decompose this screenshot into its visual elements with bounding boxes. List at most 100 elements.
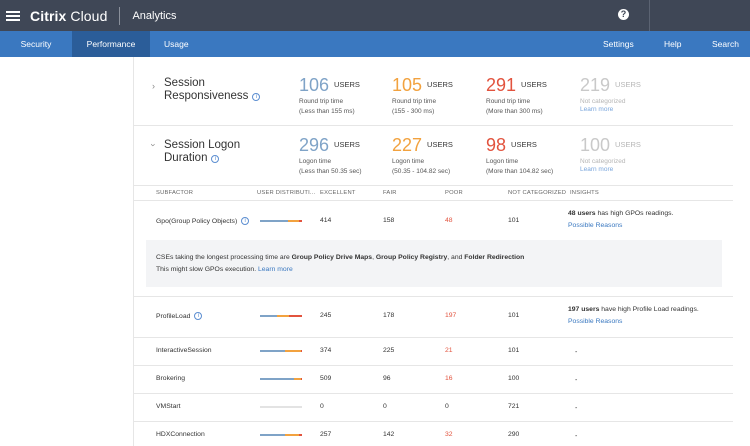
not-categorized-value: 101 xyxy=(508,347,520,354)
stat-not-categorized[interactable]: 100 USERS Not categorized Learn more xyxy=(580,135,675,174)
excellent-value: 414 xyxy=(320,217,332,224)
nav-settings[interactable]: Settings xyxy=(603,39,634,49)
learn-more-link[interactable]: Learn more xyxy=(580,106,614,113)
subfactor-name: Gpo(Group Policy Objects) i xyxy=(156,217,250,225)
table-row[interactable]: ProfileLoad i 245 178 197 101 197 users h… xyxy=(134,296,733,338)
divider xyxy=(134,200,733,201)
tab-usage[interactable]: Usage xyxy=(164,39,189,49)
chevron-down-icon[interactable]: › xyxy=(148,143,159,147)
subfactor-name: HDXConnection xyxy=(156,431,205,438)
info-icon[interactable]: i xyxy=(194,312,203,320)
distribution-segment-poor xyxy=(288,315,302,317)
stat-not-categorized[interactable]: 219 USERS Not categorized Learn more xyxy=(580,75,675,114)
possible-reasons-link[interactable]: Possible Reasons xyxy=(568,222,623,229)
chevron-right-icon[interactable]: › xyxy=(152,81,155,91)
distribution-segment-excellent xyxy=(260,315,277,317)
excellent-value: 0 xyxy=(320,403,324,410)
col-fair[interactable]: FAIR xyxy=(383,190,397,196)
tab-security[interactable]: Security xyxy=(20,39,52,49)
col-user-distribution[interactable]: USER DISTRIBUTI... xyxy=(257,190,316,196)
distribution-segment-excellent xyxy=(260,350,286,352)
insight-text: 48 users has high GPOs readings. Possibl… xyxy=(568,208,673,232)
col-excellent[interactable]: EXCELLENT xyxy=(320,190,356,196)
info-icon[interactable]: i xyxy=(252,93,261,101)
stat-poor[interactable]: 98 USERS Logon time (More than 104.82 sec… xyxy=(486,135,554,175)
distribution-segment-poor xyxy=(300,350,302,352)
col-subfactor[interactable]: SUBFACTOR xyxy=(156,190,194,196)
user-distribution-bar xyxy=(260,315,302,317)
insight-text: 197 users have high Profile Load reading… xyxy=(568,304,699,328)
learn-more-link[interactable]: Learn more xyxy=(580,166,614,173)
section-title[interactable]: Session Logon Duration i xyxy=(164,139,241,164)
distribution-segment-fair xyxy=(285,350,301,352)
not-categorized-value: 100 xyxy=(508,375,520,382)
poor-value[interactable]: 48 xyxy=(445,217,453,224)
user-distribution-bar xyxy=(260,406,302,408)
brand-logo[interactable]: Citrix Cloud xyxy=(30,7,108,24)
excellent-value: 245 xyxy=(320,312,332,319)
nav-help[interactable]: Help xyxy=(664,39,682,49)
info-icon[interactable]: i xyxy=(211,155,220,163)
poor-value[interactable]: 32 xyxy=(445,431,453,438)
fair-value: 158 xyxy=(383,217,395,224)
divider xyxy=(134,337,733,338)
user-distribution-bar xyxy=(260,378,302,380)
distribution-segment-fair xyxy=(285,434,299,436)
divider xyxy=(134,421,733,422)
divider xyxy=(134,296,733,297)
insight-empty: - xyxy=(575,433,578,440)
learn-more-link[interactable]: Learn more xyxy=(258,266,293,273)
fair-value: 142 xyxy=(383,431,395,438)
main-content: › Session Responsiveness i 106 USERS Round… xyxy=(133,57,750,446)
excellent-value: 509 xyxy=(320,375,332,382)
section-session-logon-duration: › Session Logon Duration i 296 USERS Logon… xyxy=(134,127,733,183)
nav-search[interactable]: Search xyxy=(712,39,739,49)
subfactor-name: ProfileLoad i xyxy=(156,312,203,320)
distribution-segment-excellent xyxy=(260,378,295,380)
table-row[interactable]: HDXConnection 257 142 32 290 - xyxy=(134,421,733,446)
stat-excellent[interactable]: 296 USERS Logon time (Less than 50.35 sec… xyxy=(299,135,362,175)
poor-value[interactable]: 197 xyxy=(445,312,457,319)
distribution-segment-excellent xyxy=(260,220,289,222)
distribution-segment-excellent xyxy=(260,434,286,436)
excellent-value: 374 xyxy=(320,347,332,354)
distribution-segment-poor xyxy=(298,220,302,222)
distribution-segment-fair xyxy=(276,315,289,317)
table-row[interactable]: VMStart 0 0 0 721 - xyxy=(134,393,733,421)
insight-empty: - xyxy=(575,349,578,356)
poor-value[interactable]: 16 xyxy=(445,375,453,382)
col-not-categorized[interactable]: NOT CATEGORIZED xyxy=(508,190,567,196)
insight-empty: - xyxy=(575,405,578,412)
possible-reasons-link[interactable]: Possible Reasons xyxy=(568,318,623,325)
divider xyxy=(134,365,733,366)
not-categorized-value: 290 xyxy=(508,431,520,438)
stat-excellent[interactable]: 106 USERS Round trip time (Less than 155 … xyxy=(299,75,360,115)
product-name: Analytics xyxy=(132,9,177,22)
insight-detail-panel: CSEs taking the longest processing time … xyxy=(146,240,722,287)
stat-fair[interactable]: 105 USERS Round trip time (155 - 300 ms) xyxy=(392,75,453,115)
section-title[interactable]: Session Responsiveness i xyxy=(164,77,261,103)
user-distribution-bar xyxy=(260,350,302,352)
poor-value[interactable]: 21 xyxy=(445,347,453,354)
help-icon[interactable]: ? xyxy=(618,9,629,20)
menu-icon[interactable] xyxy=(6,9,20,23)
table-row[interactable]: Gpo(Group Policy Objects) i 414 158 48 10… xyxy=(134,200,733,240)
info-icon[interactable]: i xyxy=(241,217,250,225)
table-row[interactable]: Brokering 509 96 16 100 - xyxy=(134,365,733,393)
user-distribution-bar xyxy=(260,220,302,222)
subfactor-name: InteractiveSession xyxy=(156,347,212,354)
col-poor[interactable]: POOR xyxy=(445,190,463,196)
distribution-segment-fair xyxy=(294,378,301,380)
not-categorized-value: 721 xyxy=(508,403,520,410)
section-session-responsiveness: › Session Responsiveness i 106 USERS Round… xyxy=(134,57,733,119)
divider xyxy=(134,393,733,394)
subfactor-name: VMStart xyxy=(156,403,181,410)
distribution-segment-fair xyxy=(288,220,299,222)
table-row[interactable]: InteractiveSession 374 225 21 101 - xyxy=(134,337,733,365)
stat-fair[interactable]: 227 USERS Logon time (50.35 - 104.82 sec) xyxy=(392,135,453,175)
subfactor-name: Brokering xyxy=(156,375,186,382)
stat-poor[interactable]: 291 USERS Round trip time (More than 300 … xyxy=(486,75,547,115)
fair-value: 225 xyxy=(383,347,395,354)
col-insights[interactable]: INSIGHTS xyxy=(570,190,599,196)
tab-performance[interactable]: Performance xyxy=(72,31,150,57)
